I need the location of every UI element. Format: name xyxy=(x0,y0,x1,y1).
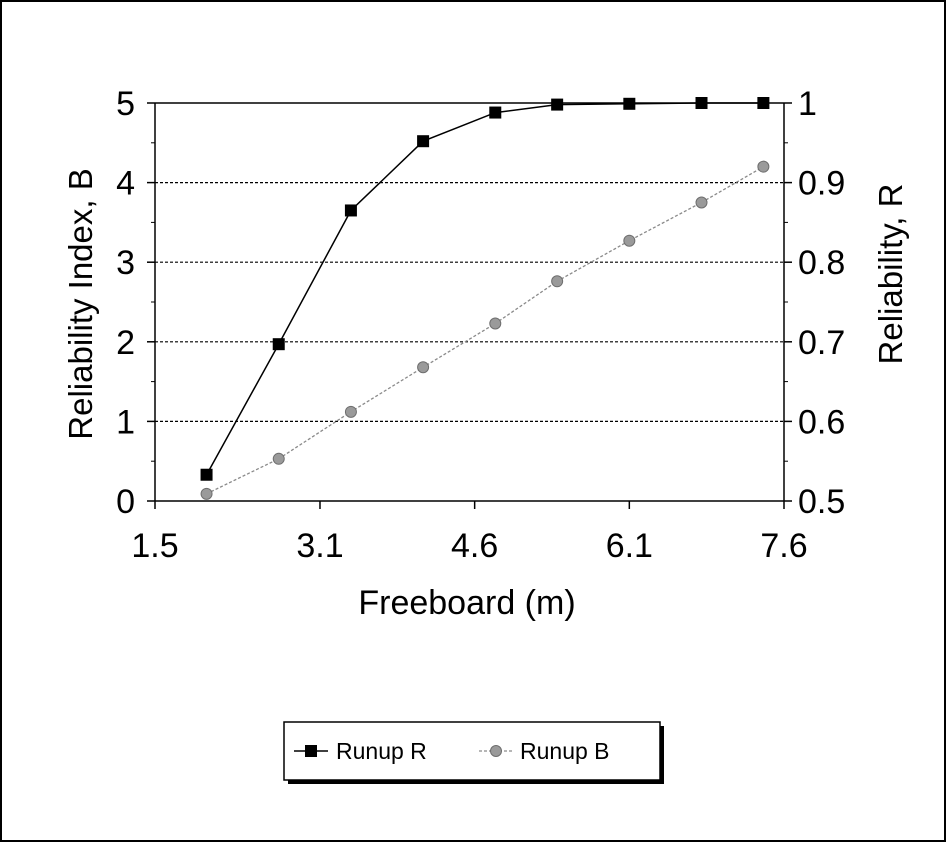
grid-lines xyxy=(155,182,784,422)
legend-marker-square xyxy=(305,745,317,757)
data-point-square xyxy=(695,97,708,109)
y-tick-label: 4 xyxy=(116,165,135,203)
y2-axis-title: Reliability, R xyxy=(872,184,909,365)
y2-tick-label: 0.8 xyxy=(798,244,845,282)
data-point-square xyxy=(623,97,636,110)
plot-area xyxy=(200,97,770,500)
y2-tick-label: 0.5 xyxy=(798,483,845,521)
x-tick-label: 7.6 xyxy=(760,527,807,565)
x-tick-label: 1.5 xyxy=(131,527,178,565)
y-tick-label: 0 xyxy=(116,483,135,521)
axes xyxy=(147,102,792,509)
data-point-square xyxy=(551,98,564,111)
legend-label-runup-r: Runup R xyxy=(336,738,427,764)
legend-marker-circle xyxy=(490,745,502,757)
y-tick-label: 2 xyxy=(116,324,135,362)
data-point-square xyxy=(417,135,430,148)
data-point-square xyxy=(757,97,770,109)
data-point-circle xyxy=(200,487,213,500)
data-point-circle xyxy=(551,275,564,288)
y-tick-label: 1 xyxy=(116,403,135,441)
x-axis-title: Freeboard (m) xyxy=(358,584,575,622)
y-tick-label: 5 xyxy=(116,85,135,123)
series-line-runup-r xyxy=(205,102,764,476)
y2-tick-label: 0.7 xyxy=(798,324,845,362)
data-point-square xyxy=(489,106,502,119)
data-point-square xyxy=(272,338,285,351)
y-tick-label: 3 xyxy=(116,244,135,282)
x-tick-label: 3.1 xyxy=(296,527,343,565)
data-point-square xyxy=(200,468,213,481)
data-point-circle xyxy=(757,160,770,173)
x-tick-label: 4.6 xyxy=(451,527,498,565)
data-point-circle xyxy=(695,196,708,209)
data-point-square xyxy=(344,204,357,217)
data-point-circle xyxy=(344,405,357,418)
y2-tick-label: 0.6 xyxy=(798,403,845,441)
y2-tick-label: 1 xyxy=(798,85,817,123)
y2-tick-label: 0.9 xyxy=(798,165,845,203)
x-tick-label: 6.1 xyxy=(606,527,653,565)
tick-labels: 0 1 2 3 4 5 0.5 0.6 0.7 0.8 0.9 1 1.5 3.1 4.6 6.1 7.6 xyxy=(116,85,845,565)
legend-box xyxy=(283,721,661,781)
data-point-circle xyxy=(272,452,285,465)
data-point-circle xyxy=(623,234,636,247)
legend: Runup R Runup B xyxy=(283,721,664,784)
y-axis-title: Reliability Index, B xyxy=(62,168,99,439)
data-point-circle xyxy=(489,317,502,330)
series-line-runup-b xyxy=(206,166,764,495)
data-point-circle xyxy=(417,361,430,374)
legend-label-runup-b: Runup B xyxy=(520,738,610,764)
